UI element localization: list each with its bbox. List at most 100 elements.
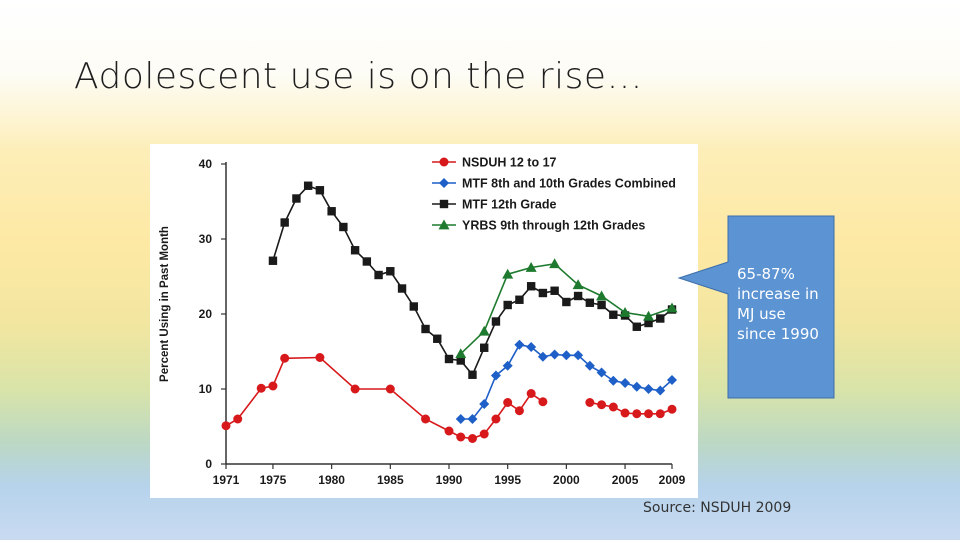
- series-diamond: [455, 339, 677, 424]
- data-point: [538, 288, 548, 298]
- data-point: [667, 375, 677, 385]
- data-point: [597, 300, 606, 310]
- data-point: [397, 284, 407, 293]
- data-point: [421, 324, 430, 334]
- data-point: [526, 282, 536, 291]
- data-point: [502, 268, 514, 279]
- data-point: [620, 378, 631, 388]
- data-point: [643, 384, 654, 394]
- data-point: [456, 432, 466, 442]
- legend-marker: [439, 178, 449, 188]
- data-point: [561, 350, 572, 361]
- data-point: [573, 350, 584, 361]
- x-tick-label: 1990: [436, 473, 463, 487]
- legend-marker: [438, 219, 450, 230]
- data-point: [280, 353, 290, 363]
- data-point: [619, 307, 631, 317]
- slide-title: Adolescent use is on the rise…: [74, 56, 643, 97]
- data-point: [491, 317, 501, 326]
- data-point: [433, 334, 442, 343]
- data-point: [549, 349, 560, 360]
- data-point: [303, 181, 313, 190]
- data-point: [502, 360, 513, 371]
- legend-label: MTF 8th and 10th Grades Combined: [462, 177, 676, 191]
- data-point: [562, 297, 571, 307]
- data-point: [526, 389, 536, 398]
- line-chart: 0 10 20 30 40 1971 1975 1980 1985 1990 1995 2000 200…: [159, 156, 686, 488]
- legend-label: NSDUH 12 to 17: [462, 156, 557, 170]
- data-point: [221, 421, 231, 431]
- data-point: [573, 291, 583, 301]
- data-point: [327, 207, 336, 216]
- series-line: [225, 356, 544, 440]
- data-point: [490, 370, 501, 381]
- x-tick-label: 1975: [260, 473, 287, 487]
- data-point: [632, 322, 641, 331]
- legend-label: MTF 12th Grade: [462, 198, 557, 212]
- data-point: [666, 302, 678, 313]
- data-point: [667, 404, 677, 414]
- data-point: [315, 186, 325, 195]
- data-point: [256, 383, 266, 393]
- data-point: [421, 414, 431, 424]
- data-point: [467, 434, 477, 443]
- data-point: [479, 399, 490, 409]
- data-point: [597, 400, 607, 410]
- data-point: [655, 385, 666, 396]
- data-point: [456, 356, 465, 365]
- data-point: [468, 370, 477, 379]
- data-point: [503, 398, 513, 407]
- data-point: [514, 339, 525, 350]
- y-axis-label: Percent Using in Past Month: [159, 226, 171, 382]
- data-point: [620, 408, 630, 418]
- data-point: [503, 300, 512, 310]
- data-point: [268, 256, 278, 265]
- data-point: [644, 318, 653, 328]
- data-point: [631, 381, 642, 392]
- data-point: [572, 279, 584, 290]
- x-tick-label: 1995: [494, 473, 521, 487]
- y-tick-label: 40: [199, 157, 213, 171]
- data-point: [455, 414, 466, 424]
- data-point: [596, 367, 607, 378]
- data-point: [339, 222, 348, 232]
- data-point: [280, 218, 289, 227]
- x-tick-label: 2005: [612, 473, 639, 487]
- data-point: [538, 397, 548, 407]
- data-point: [479, 429, 489, 439]
- data-point: [584, 360, 595, 371]
- data-point: [550, 286, 559, 295]
- data-point: [315, 353, 325, 362]
- data-point: [491, 414, 501, 424]
- x-tick-label: 2009: [659, 473, 686, 487]
- source-note: Source: NSDUH 2009: [643, 500, 792, 516]
- data-point: [478, 325, 490, 336]
- data-point: [537, 351, 548, 362]
- data-point: [596, 290, 608, 301]
- data-point: [632, 409, 642, 419]
- chart-panel: 0 10 20 30 40 1971 1975 1980 1985 1990 1995 2000 200…: [150, 144, 698, 498]
- data-point: [549, 258, 561, 269]
- data-point: [386, 267, 395, 276]
- data-point: [585, 398, 595, 407]
- data-point: [292, 194, 301, 203]
- data-point: [656, 314, 665, 323]
- y-tick-label: 20: [199, 307, 213, 321]
- x-tick-label: 1971: [213, 473, 240, 487]
- series-circle: [221, 353, 677, 443]
- data-point: [444, 426, 454, 436]
- data-point: [525, 262, 537, 272]
- series-layer: [221, 181, 678, 443]
- y-tick-label: 30: [199, 232, 213, 246]
- data-point: [362, 257, 372, 266]
- data-point: [455, 348, 467, 359]
- data-point: [467, 414, 478, 424]
- y-tick-label: 10: [199, 382, 213, 396]
- data-point: [409, 302, 418, 311]
- data-point: [644, 409, 654, 419]
- data-point: [608, 375, 619, 386]
- data-point: [268, 381, 278, 391]
- data-point: [385, 384, 395, 394]
- data-point: [444, 354, 454, 364]
- data-point: [643, 310, 655, 321]
